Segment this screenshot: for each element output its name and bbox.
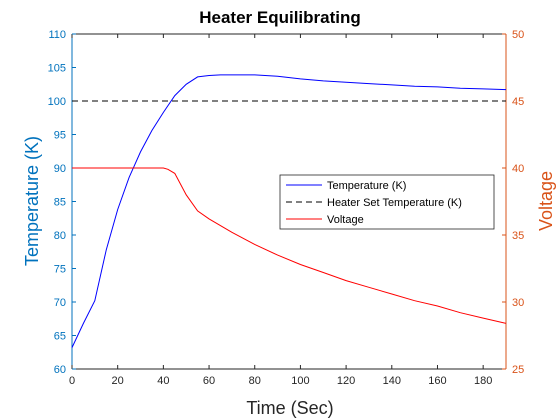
y-axis-left-title: Temperature (K) — [22, 136, 42, 266]
y-right-tick-label: 25 — [512, 364, 524, 376]
y-left-tick-label: 110 — [48, 29, 66, 41]
y-right-tick-label: 45 — [512, 96, 524, 108]
legend-label-1: Temperature (K) — [327, 180, 406, 192]
y-right-tick-label: 35 — [512, 230, 524, 242]
y-left-tick-label: 80 — [54, 230, 66, 242]
x-tick-label: 80 — [249, 375, 261, 387]
y-axis-right-title: Voltage — [536, 171, 556, 231]
chart-title: Heater Equilibrating — [199, 8, 361, 27]
y-left-tick-label: 70 — [54, 297, 66, 309]
x-tick-label: 120 — [337, 375, 355, 387]
y-left-tick-label: 90 — [54, 163, 66, 175]
y-left-tick-label: 95 — [54, 130, 66, 142]
x-tick-label: 40 — [157, 375, 169, 387]
x-tick-label: 160 — [428, 375, 446, 387]
y-right-tick-label: 50 — [512, 29, 524, 41]
x-axis-title: Time (Sec) — [246, 398, 333, 418]
axes: 0 20 40 60 80 100 120 140 160 180 60 65 70 75 80 85 90 95… — [48, 29, 525, 387]
legend-label-2: Heater Set Temperature (K) — [327, 197, 462, 209]
y-left-tick-label: 100 — [48, 96, 66, 108]
legend-label-3: Voltage — [327, 214, 364, 226]
legend-box — [279, 174, 495, 230]
x-tick-label: 180 — [474, 375, 492, 387]
y-left-tick-label: 85 — [54, 197, 66, 209]
y-left-tick-label: 75 — [54, 264, 66, 276]
x-tick-label: 140 — [383, 375, 401, 387]
y-right-tick-label: 40 — [512, 163, 524, 175]
y-left-tick-label: 65 — [54, 331, 66, 343]
x-tick-label: 100 — [291, 375, 309, 387]
x-tick-label: 60 — [203, 375, 215, 387]
y-right-tick-label: 30 — [512, 297, 524, 309]
series-line-3 — [72, 167, 507, 324]
x-tick-label: 0 — [69, 375, 75, 387]
y-left-tick-label: 60 — [54, 364, 66, 376]
series-line-1 — [71, 74, 507, 348]
series-layer — [71, 74, 507, 348]
y-left-tick-label: 105 — [48, 63, 66, 75]
legend: Temperature (K) Heater Set Temperature (K… — [279, 174, 495, 230]
x-tick-label: 20 — [112, 375, 124, 387]
